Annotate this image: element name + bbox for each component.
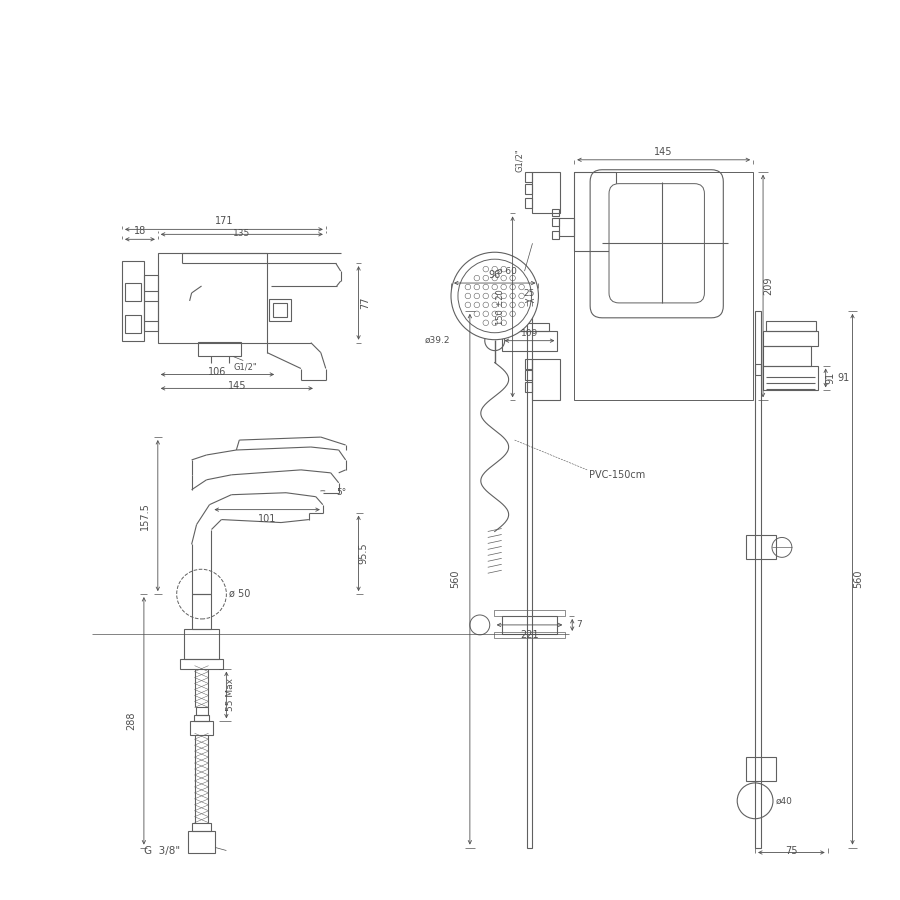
- Bar: [144, 275, 158, 330]
- Bar: [187, 831, 215, 852]
- Bar: [195, 707, 208, 716]
- Bar: [525, 358, 533, 368]
- Text: 560: 560: [853, 570, 863, 589]
- Text: 560: 560: [450, 570, 460, 589]
- Bar: [198, 342, 241, 356]
- Text: 77: 77: [361, 297, 371, 310]
- Text: ø 60: ø 60: [497, 266, 517, 275]
- Text: 96: 96: [489, 270, 500, 280]
- Bar: [273, 303, 287, 317]
- Bar: [766, 320, 815, 330]
- Text: 91: 91: [825, 372, 835, 384]
- Text: 7: 7: [576, 620, 582, 629]
- Bar: [501, 330, 557, 351]
- Bar: [763, 365, 818, 391]
- Text: 209: 209: [763, 277, 773, 295]
- Text: 145: 145: [654, 147, 673, 157]
- Bar: [533, 172, 561, 213]
- Bar: [525, 371, 533, 381]
- Text: 288: 288: [126, 712, 136, 730]
- Bar: [763, 346, 811, 365]
- Bar: [494, 632, 565, 638]
- Bar: [755, 310, 761, 848]
- Bar: [553, 209, 559, 217]
- Text: 171: 171: [215, 216, 233, 227]
- Text: 135: 135: [233, 230, 250, 238]
- Bar: [525, 198, 533, 208]
- Bar: [184, 629, 220, 659]
- Bar: [553, 219, 559, 227]
- Bar: [501, 616, 557, 634]
- Bar: [755, 364, 761, 375]
- Text: G1/2": G1/2": [233, 363, 257, 372]
- Text: 157.5: 157.5: [140, 501, 150, 529]
- Text: ø40: ø40: [776, 796, 793, 806]
- Bar: [559, 219, 574, 237]
- Text: G  3/8": G 3/8": [144, 845, 180, 856]
- Bar: [158, 253, 267, 343]
- Text: 109: 109: [521, 328, 538, 338]
- Text: 5°: 5°: [337, 488, 347, 497]
- Text: 25: 25: [524, 289, 536, 298]
- Bar: [192, 594, 211, 629]
- Bar: [509, 323, 549, 330]
- Bar: [553, 231, 559, 239]
- Text: 106: 106: [208, 367, 227, 377]
- Bar: [190, 721, 213, 735]
- Text: ø39.2: ø39.2: [425, 337, 450, 346]
- Bar: [180, 659, 223, 669]
- Text: PVC-150cm: PVC-150cm: [590, 470, 645, 480]
- Bar: [746, 757, 776, 781]
- Bar: [574, 172, 616, 251]
- Bar: [525, 184, 533, 194]
- Text: 95.5: 95.5: [358, 543, 368, 564]
- Bar: [125, 315, 141, 333]
- Text: 91: 91: [838, 374, 850, 383]
- Circle shape: [451, 252, 538, 339]
- Bar: [525, 172, 533, 182]
- Bar: [525, 382, 533, 392]
- Text: 101: 101: [258, 514, 276, 524]
- Bar: [574, 172, 753, 400]
- Text: 145: 145: [228, 382, 246, 392]
- Bar: [494, 610, 565, 616]
- Bar: [192, 823, 211, 831]
- Text: 150 ±20: 150 ±20: [496, 289, 505, 325]
- Bar: [533, 358, 561, 401]
- Text: 221: 221: [520, 630, 539, 640]
- Bar: [122, 261, 144, 341]
- Text: G1/2": G1/2": [515, 148, 524, 172]
- Text: 75: 75: [785, 847, 797, 857]
- Text: 55 Max: 55 Max: [226, 679, 235, 712]
- Text: 18: 18: [134, 226, 146, 237]
- Bar: [526, 310, 533, 848]
- Bar: [746, 536, 776, 559]
- Bar: [125, 283, 141, 301]
- Bar: [269, 299, 291, 320]
- Text: ø 50: ø 50: [230, 590, 251, 599]
- Bar: [194, 716, 210, 721]
- Bar: [763, 330, 818, 346]
- FancyBboxPatch shape: [609, 184, 705, 303]
